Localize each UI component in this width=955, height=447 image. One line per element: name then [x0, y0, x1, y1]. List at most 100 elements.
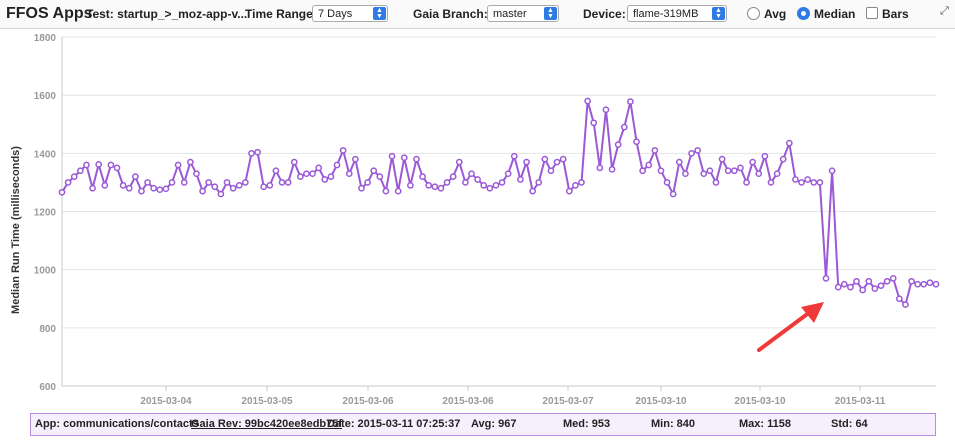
data-point[interactable]: [388, 152, 396, 160]
data-point[interactable]: [504, 170, 512, 178]
data-point[interactable]: [712, 179, 720, 186]
data-point[interactable]: [107, 161, 115, 169]
data-point[interactable]: [407, 181, 414, 189]
data-point[interactable]: [492, 181, 500, 189]
data-point[interactable]: [266, 181, 274, 189]
data-point[interactable]: [645, 161, 653, 169]
data-point[interactable]: [810, 179, 818, 186]
median-radio[interactable]: [797, 7, 810, 20]
data-point[interactable]: [779, 155, 787, 163]
data-point[interactable]: [682, 170, 689, 178]
data-point[interactable]: [449, 173, 457, 180]
data-point[interactable]: [290, 158, 298, 166]
data-point[interactable]: [535, 179, 543, 186]
data-point[interactable]: [443, 179, 451, 186]
data-point[interactable]: [193, 170, 200, 178]
data-point[interactable]: [608, 165, 616, 173]
data-point[interactable]: [749, 158, 756, 166]
data-point[interactable]: [798, 179, 805, 186]
data-point[interactable]: [468, 170, 475, 178]
data-point[interactable]: [541, 155, 549, 163]
data-point[interactable]: [309, 170, 316, 178]
data-point[interactable]: [480, 181, 488, 189]
data-point[interactable]: [547, 167, 555, 175]
data-point[interactable]: [125, 184, 133, 192]
data-point[interactable]: [217, 190, 225, 198]
data-point[interactable]: [70, 173, 78, 180]
data-point[interactable]: [144, 179, 151, 186]
data-point[interactable]: [83, 161, 90, 169]
data-point[interactable]: [419, 173, 426, 180]
data-point[interactable]: [932, 280, 940, 288]
data-point[interactable]: [138, 187, 145, 195]
status-rev-link[interactable]: Gaia Rev: 99bc420ee8edb75f: [191, 418, 343, 430]
data-point[interactable]: [462, 179, 469, 186]
data-point[interactable]: [700, 170, 708, 178]
data-point[interactable]: [718, 155, 726, 163]
data-point[interactable]: [730, 167, 738, 175]
data-point[interactable]: [871, 285, 879, 292]
data-point[interactable]: [529, 187, 536, 195]
data-point[interactable]: [211, 183, 219, 191]
data-point[interactable]: [559, 155, 567, 163]
data-point[interactable]: [572, 181, 579, 189]
data-point[interactable]: [596, 164, 604, 172]
data-point[interactable]: [333, 161, 341, 169]
data-point[interactable]: [737, 164, 744, 172]
data-point[interactable]: [76, 167, 84, 175]
data-point[interactable]: [278, 179, 286, 186]
data-point[interactable]: [914, 280, 922, 288]
data-point[interactable]: [297, 173, 304, 180]
data-point[interactable]: [229, 184, 237, 192]
data-point[interactable]: [180, 179, 188, 186]
data-point[interactable]: [119, 181, 127, 189]
data-point[interactable]: [688, 149, 695, 157]
data-point[interactable]: [58, 188, 66, 196]
data-point[interactable]: [565, 187, 573, 195]
data-point[interactable]: [694, 147, 701, 154]
data-point[interactable]: [431, 183, 439, 191]
data-point[interactable]: [242, 179, 249, 186]
data-point[interactable]: [816, 179, 824, 186]
data-point[interactable]: [223, 179, 231, 186]
data-point[interactable]: [339, 147, 347, 154]
data-point[interactable]: [743, 179, 750, 186]
data-point[interactable]: [150, 184, 158, 192]
data-point[interactable]: [590, 119, 598, 127]
data-point[interactable]: [620, 123, 628, 131]
avg-radio[interactable]: [747, 7, 760, 20]
data-point[interactable]: [785, 139, 793, 147]
data-point[interactable]: [853, 277, 860, 285]
data-point[interactable]: [584, 97, 591, 105]
data-point[interactable]: [376, 173, 384, 180]
expand-icon[interactable]: ⤢: [940, 5, 949, 17]
data-point[interactable]: [627, 98, 634, 105]
data-point[interactable]: [352, 155, 359, 163]
data-point[interactable]: [498, 179, 506, 186]
data-point[interactable]: [89, 184, 96, 192]
data-point[interactable]: [523, 158, 530, 166]
data-point[interactable]: [248, 149, 255, 157]
data-point[interactable]: [303, 170, 310, 178]
data-point[interactable]: [639, 167, 646, 175]
bars-checkbox[interactable]: [866, 7, 878, 19]
data-point[interactable]: [517, 176, 524, 183]
data-point[interactable]: [199, 187, 206, 195]
data-point[interactable]: [394, 187, 402, 195]
data-point[interactable]: [602, 106, 610, 114]
data-point[interactable]: [235, 181, 243, 189]
data-point[interactable]: [174, 161, 182, 169]
data-point[interactable]: [553, 158, 561, 166]
data-point[interactable]: [162, 185, 170, 193]
data-point[interactable]: [455, 158, 463, 166]
data-point[interactable]: [651, 147, 659, 154]
data-point[interactable]: [895, 295, 903, 303]
data-point[interactable]: [724, 167, 732, 175]
data-point[interactable]: [828, 167, 836, 175]
data-point[interactable]: [908, 277, 915, 285]
data-point[interactable]: [186, 158, 194, 166]
test-label[interactable]: Test: startup_>_moz-app-v...: [86, 7, 248, 21]
data-point[interactable]: [822, 275, 830, 282]
data-point[interactable]: [706, 167, 714, 175]
data-point[interactable]: [370, 167, 378, 175]
